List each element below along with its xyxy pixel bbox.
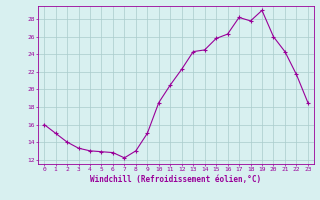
X-axis label: Windchill (Refroidissement éolien,°C): Windchill (Refroidissement éolien,°C) [91, 175, 261, 184]
